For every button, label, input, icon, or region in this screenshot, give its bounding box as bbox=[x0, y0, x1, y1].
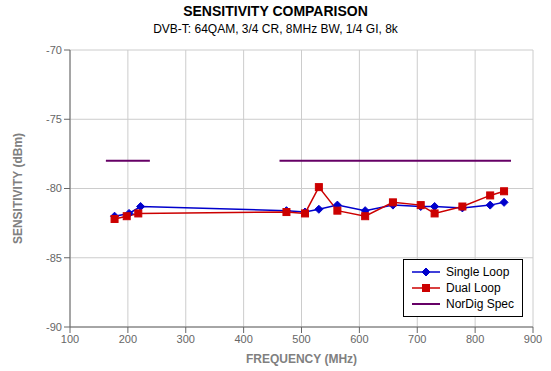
svg-text:500: 500 bbox=[292, 333, 310, 345]
svg-text:FREQUENCY (MHz): FREQUENCY (MHz) bbox=[246, 352, 357, 366]
svg-text:600: 600 bbox=[350, 333, 368, 345]
svg-text:SENSITIVITY (dBm): SENSITIVITY (dBm) bbox=[11, 133, 25, 244]
svg-text:700: 700 bbox=[408, 333, 426, 345]
svg-text:300: 300 bbox=[177, 333, 195, 345]
html-text:DVB-T: 64QAM, 3/4 CR, 8MHz BW,: DVB-T: 64QAM, 3/4 CR, 8MHz BW, 1/4 GI, 8… bbox=[153, 22, 398, 36]
svg-text:-85: -85 bbox=[46, 252, 62, 264]
html-text:Dual Loop: Dual Loop bbox=[446, 281, 501, 295]
html-text:NorDig Spec: NorDig Spec bbox=[446, 297, 514, 311]
html-text:Single Loop: Single Loop bbox=[446, 265, 510, 279]
svg-text:400: 400 bbox=[234, 333, 252, 345]
svg-text:800: 800 bbox=[466, 333, 484, 345]
svg-text:200: 200 bbox=[119, 333, 137, 345]
svg-text:100: 100 bbox=[61, 333, 79, 345]
svg-text:-80: -80 bbox=[46, 182, 62, 194]
html-text:SENSITIVITY COMPARISON: SENSITIVITY COMPARISON bbox=[183, 3, 368, 19]
svg-text:-70: -70 bbox=[46, 44, 62, 56]
svg-text:-90: -90 bbox=[46, 321, 62, 333]
svg-text:-75: -75 bbox=[46, 113, 62, 125]
svg-text:900: 900 bbox=[524, 333, 542, 345]
